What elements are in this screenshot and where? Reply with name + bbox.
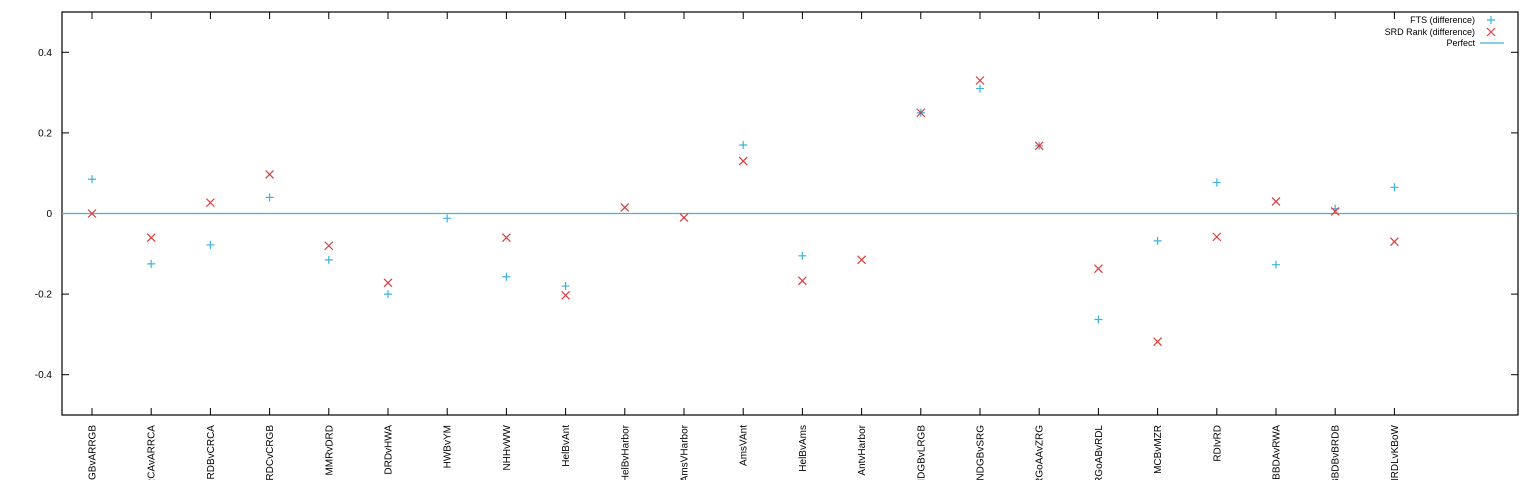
- fts-point: [739, 140, 748, 149]
- fts-point: [265, 193, 274, 202]
- x-tick-label: RGoAAvZRG: [1035, 425, 1046, 480]
- fts-point: [1212, 178, 1221, 187]
- data-marks: [62, 76, 1518, 347]
- legend-label: Perfect: [1446, 38, 1475, 48]
- fts-point: [561, 282, 570, 291]
- x-tick-label: NDGBvSRG: [976, 425, 987, 480]
- fts-point: [206, 240, 215, 249]
- legend-label: FTS (difference): [1410, 15, 1475, 25]
- x-tick-label: NRGBvARRGB: [88, 425, 99, 480]
- srd-point: [383, 278, 393, 288]
- srd-point: [265, 169, 275, 179]
- x-tick-label: NRCAvARRCA: [147, 425, 158, 480]
- x-tick-label: NDGBvLRGB: [916, 425, 927, 480]
- legend-swatch-fts: [1487, 16, 1495, 24]
- x-tick-label: AntvHarbor: [857, 424, 868, 475]
- fts-point: [502, 272, 511, 281]
- srd-point: [916, 108, 926, 118]
- fts-point: [976, 84, 984, 93]
- srd-point: [1271, 196, 1281, 206]
- x-tick-label: HelBvAms: [798, 425, 809, 472]
- fts-point: [384, 290, 392, 299]
- fts-point: [1272, 260, 1280, 269]
- x-tick-label: BBDAvRWA: [1272, 425, 1283, 480]
- fts-point: [443, 214, 452, 223]
- srd-point: [975, 76, 985, 85]
- x-tick-label: DRDvHWA: [384, 425, 395, 475]
- srd-point: [501, 233, 511, 243]
- y-tick-label: 0: [46, 209, 52, 220]
- legend-swatch-srd: [1486, 27, 1496, 37]
- x-tick-label: HelBvHarbor: [620, 424, 631, 480]
- x-tick-label: MCBvMZR: [1153, 425, 1164, 474]
- x-tick-label: HelBvAnt: [561, 425, 572, 467]
- srd-point: [561, 290, 571, 300]
- srd-point: [146, 233, 156, 243]
- srd-point: [1153, 337, 1163, 347]
- y-tick-label: 0.2: [38, 128, 52, 139]
- x-tick-label: BBDBvBRDB: [1331, 425, 1342, 480]
- srd-point: [738, 156, 748, 166]
- srd-point: [1212, 232, 1222, 242]
- legend-label: SRD Rank (difference): [1385, 27, 1475, 37]
- srd-point: [797, 276, 807, 286]
- fts-point: [147, 259, 156, 268]
- x-tick-label: HWBvYM: [443, 425, 454, 468]
- x-tick-label: RCRDCvCRGB: [265, 425, 276, 480]
- x-axis: NRGBvARRGB NRCAvARRCA RCRDBvCRCA RCRDCvCRGB…: [88, 12, 1401, 480]
- y-tick-label: -0.4: [35, 370, 53, 381]
- srd-point: [87, 209, 97, 218]
- srd-point: [1330, 207, 1340, 216]
- fts-point: [1094, 315, 1103, 324]
- x-tick-label: MMRvDRD: [324, 425, 335, 476]
- x-tick-label: AmsVAnt: [739, 425, 750, 466]
- srd-point: [679, 213, 689, 222]
- x-tick-label: RDIvRD: [1212, 425, 1223, 462]
- legend: FTS (difference) SRD Rank (difference)Per…: [1385, 15, 1504, 48]
- fts-point: [324, 255, 333, 264]
- fts-point: [798, 251, 807, 260]
- fts-point: [1153, 236, 1162, 245]
- x-tick-label: AmsVHarbor: [680, 424, 691, 480]
- y-tick-label: 0.4: [38, 48, 52, 59]
- fts-point: [1390, 183, 1399, 192]
- srd-point: [857, 255, 867, 265]
- srd-point: [620, 203, 630, 212]
- srd-point: [1034, 141, 1044, 151]
- y-tick-label: -0.2: [35, 290, 53, 301]
- fts-point: [88, 175, 96, 184]
- x-tick-label: RGoABvRDL: [1094, 425, 1105, 480]
- srd-point: [1093, 264, 1103, 274]
- srd-point: [1389, 237, 1399, 247]
- srd-point: [324, 241, 334, 251]
- x-tick-label: RCRDBvCRCA: [206, 425, 217, 480]
- x-tick-label: HRDLvKBoW: [1390, 424, 1401, 480]
- srd-point: [205, 198, 215, 208]
- x-tick-label: NHHvWW: [502, 424, 513, 470]
- y-axis: 0.4 0.2 0 -0.2 -0.4: [35, 48, 1518, 381]
